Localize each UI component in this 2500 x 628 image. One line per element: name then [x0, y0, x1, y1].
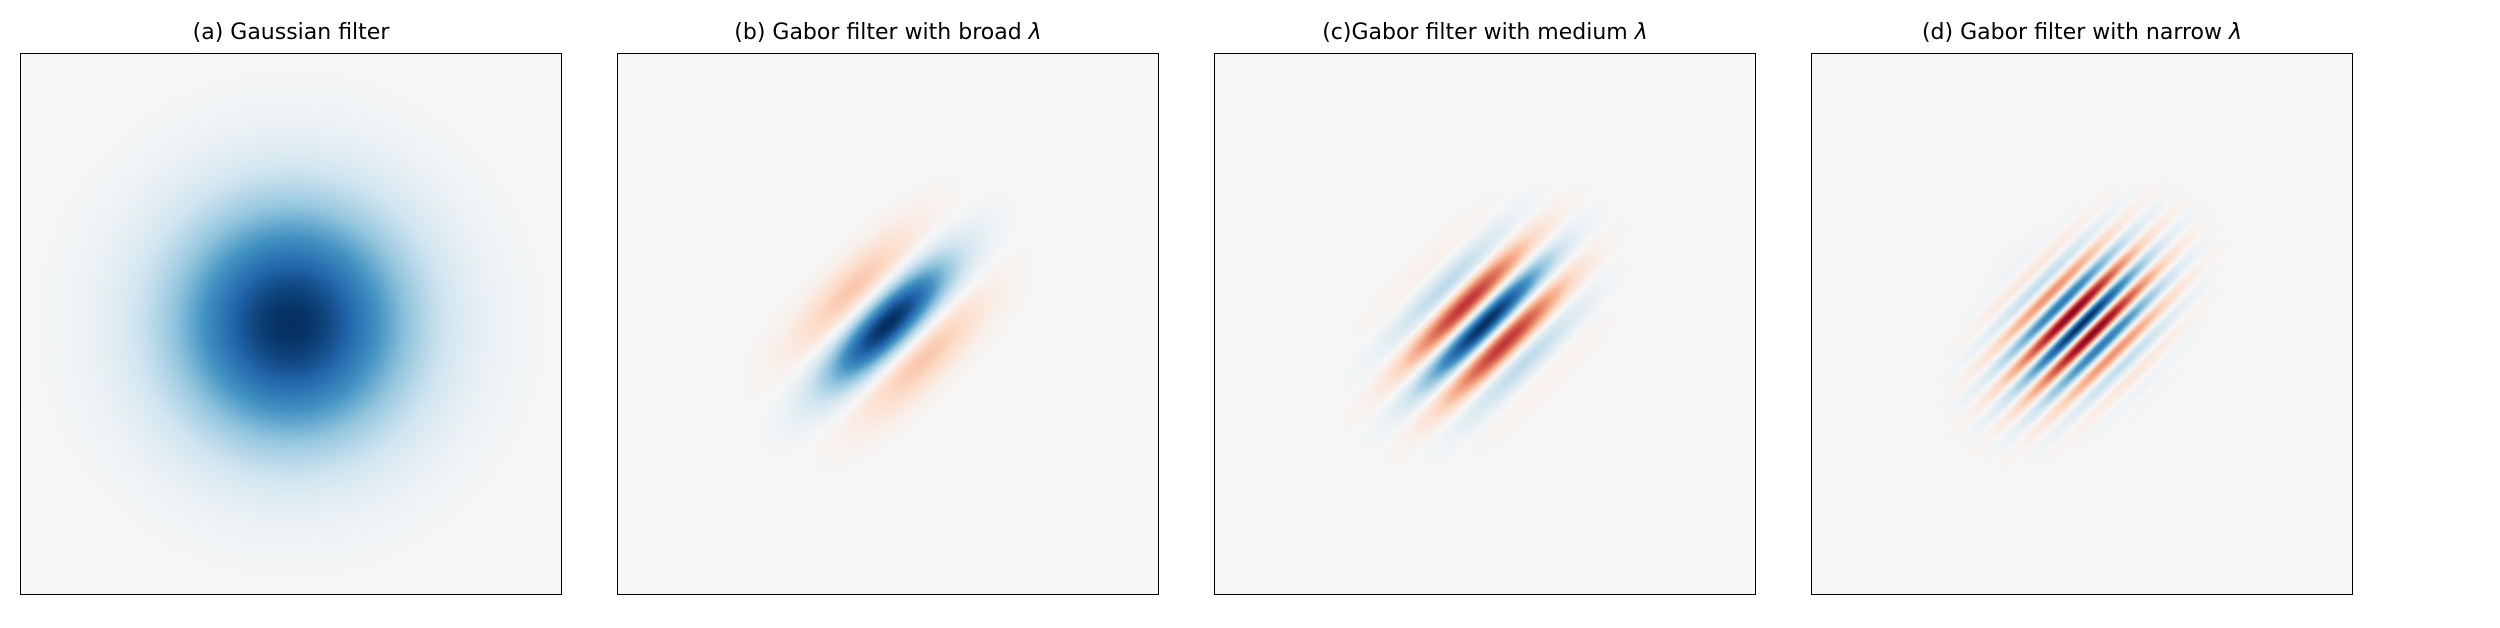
panel-d-title: (d) Gabor filter with narrow λ [1922, 20, 2242, 45]
panel-a: (a) Gaussian filter [20, 20, 562, 595]
panel-c-box [1214, 53, 1756, 595]
panel-c-canvas [1215, 54, 1755, 594]
panel-a-box [20, 53, 562, 595]
panel-b-canvas [618, 54, 1158, 594]
filter-figure-row: (a) Gaussian filter (b) Gabor filter wit… [20, 20, 2480, 595]
panel-d: (d) Gabor filter with narrow λ [1811, 20, 2353, 595]
panel-b: (b) Gabor filter with broad λ [617, 20, 1159, 595]
panel-c: (c)Gabor filter with medium λ [1214, 20, 1756, 595]
panel-a-canvas [21, 54, 561, 594]
panel-b-box [617, 53, 1159, 595]
panel-a-title: (a) Gaussian filter [193, 20, 390, 45]
panel-c-title: (c)Gabor filter with medium λ [1322, 20, 1648, 45]
panel-d-canvas [1812, 54, 2352, 594]
panel-d-box [1811, 53, 2353, 595]
panel-b-title: (b) Gabor filter with broad λ [734, 20, 1041, 45]
